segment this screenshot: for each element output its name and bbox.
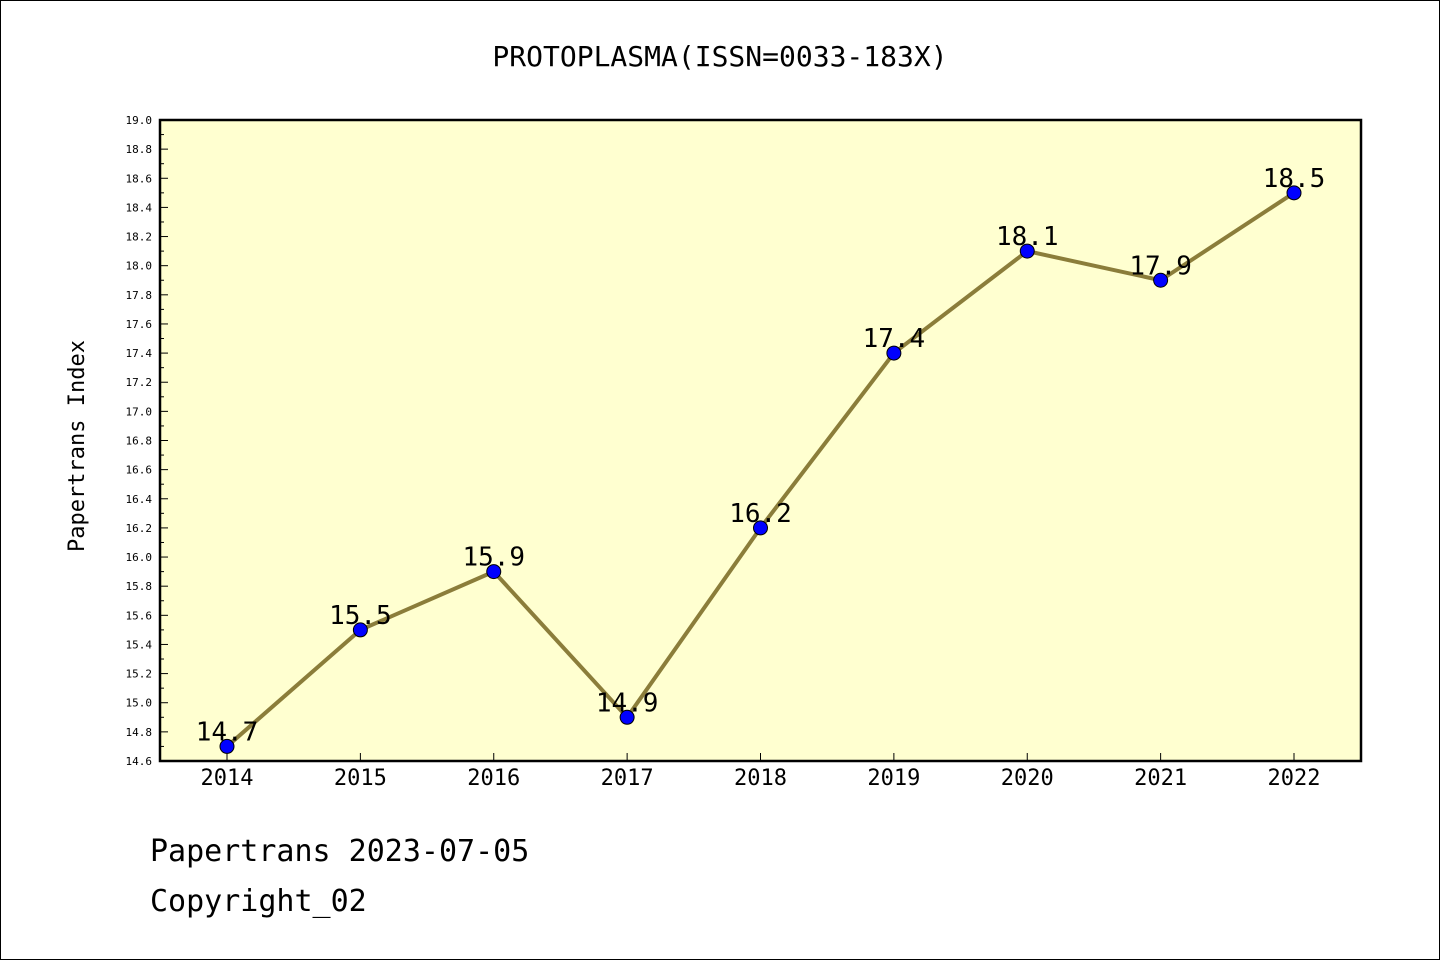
data-point [352,622,368,638]
data-point [1019,243,1035,259]
y-tick-label: 18.2 [126,231,153,244]
x-tick-label: 2016 [467,766,520,791]
y-tick-label: 17.2 [126,376,153,389]
data-label: 17.4 [863,324,926,354]
data-label: 16.2 [729,499,792,529]
data-point [753,520,768,536]
data-label: 18.5 [1263,164,1326,194]
y-tick-label: 18.6 [126,172,153,185]
data-label: 14.7 [196,717,259,747]
chart-title: PROTOPLASMA(ISSN=0033-183X) [492,40,947,73]
y-tick-label: 15.4 [126,638,153,651]
footer-copyright: Copyright_02 [150,884,367,919]
data-markers [219,185,1302,754]
data-point [219,738,235,754]
x-tick-label: 2018 [734,766,787,791]
x-tick-label: 2022 [1268,766,1321,791]
x-tick-label: 2021 [1134,766,1187,791]
y-axis-label: Papertrans Index [65,340,90,552]
y-tick-label: 16.8 [126,435,153,448]
y-tick-label: 17.8 [126,289,153,302]
y-tick-label: 18.8 [126,143,153,156]
data-point [1153,272,1169,288]
y-tick-label: 14.8 [126,726,153,739]
y-tick-label: 15.6 [126,609,153,622]
data-label: 14.9 [596,688,659,718]
y-tick-label: 15.8 [126,580,153,593]
y-tick-label: 16.6 [126,464,153,477]
y-tick-label: 18.4 [126,201,153,214]
y-tick-label: 16.0 [126,551,153,564]
y-tick-label: 14.6 [126,755,153,768]
y-tick-label: 17.6 [126,318,153,331]
y-tick-label: 16.4 [126,493,153,506]
y-tick-label: 15.0 [126,697,153,710]
plot-area [158,118,1363,763]
data-label: 18.1 [996,222,1059,252]
x-tick-label: 2019 [867,766,920,791]
data-label: 15.5 [329,601,392,631]
x-tick-label: 2015 [334,766,387,791]
x-axis-ticks: 2014 2015 2016 2017 2018 2019 2020 2021 2022 [201,753,1321,791]
data-point [1286,185,1302,201]
y-axis-ticks: 14.6 14.8 15.0 15.2 15.4 15.6 15.8 16.0 16.2 16.4… [126,114,168,768]
x-tick-label: 2020 [1001,766,1054,791]
y-tick-label: 19.0 [126,114,153,127]
data-point [619,709,635,725]
x-tick-label: 2017 [601,766,654,791]
x-tick-label: 2014 [201,766,254,791]
y-tick-label: 15.2 [126,668,153,681]
data-point [886,345,902,361]
y-tick-label: 17.0 [126,405,153,418]
data-labels: 14.7 15.5 15.9 14.9 16.2 17.4 18.1 17.9 18.5 [196,164,1326,748]
data-label: 15.9 [462,543,525,573]
y-tick-label: 16.2 [126,522,153,535]
data-label: 17.9 [1129,251,1192,281]
footer-date: Papertrans 2023-07-05 [150,834,530,869]
y-tick-label: 18.0 [126,260,153,273]
data-point [486,564,502,580]
y-tick-label: 17.4 [126,347,153,360]
